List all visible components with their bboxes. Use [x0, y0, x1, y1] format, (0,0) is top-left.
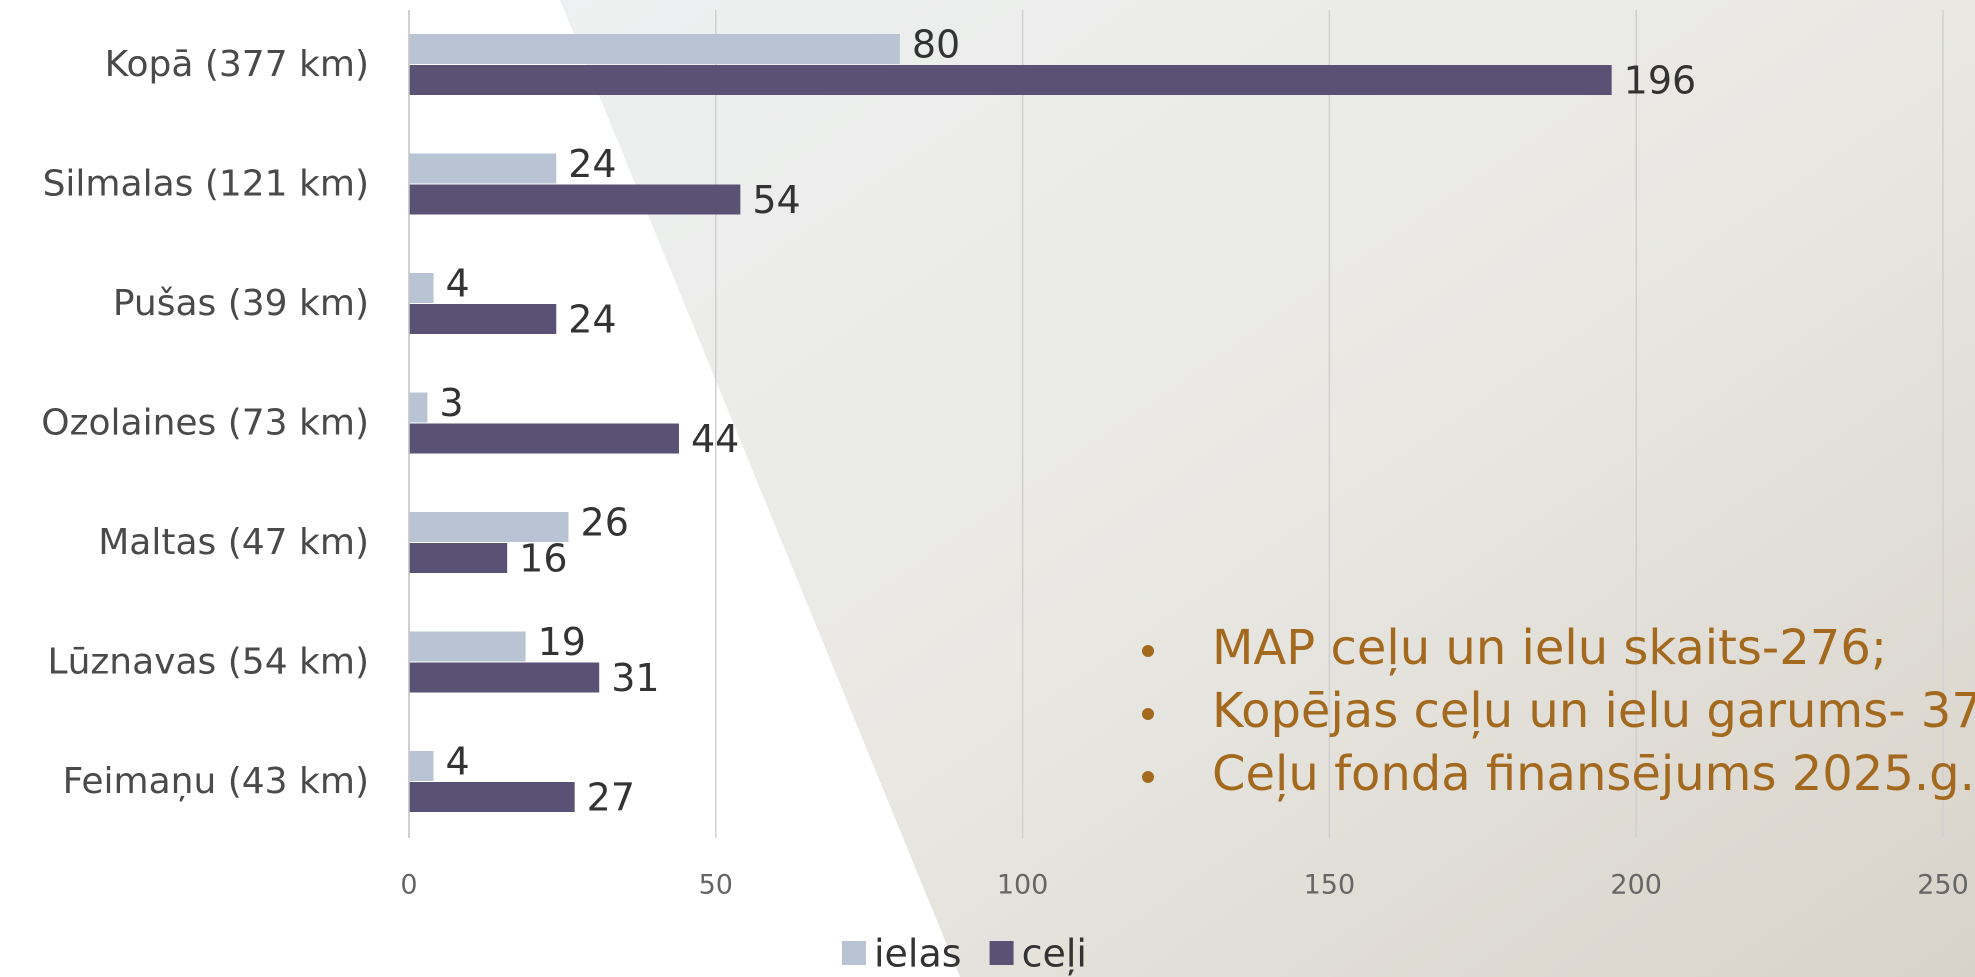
bar [409, 543, 508, 573]
data-label: 80 [912, 23, 960, 67]
note: MAP ceļu un ielu skaits-276; [1212, 620, 1887, 676]
x-tick-label: 50 [699, 870, 733, 901]
data-label: 24 [568, 298, 616, 342]
note: Kopējas ceļu un ielu garums- 377 k [1212, 683, 1975, 739]
data-label: 54 [752, 178, 800, 222]
bullet [1142, 708, 1154, 720]
data-label: 44 [691, 417, 739, 461]
notes: MAP ceļu un ielu skaits-276; Kopējas ceļ… [1142, 620, 1975, 802]
legend-swatch [989, 941, 1014, 965]
bar [409, 512, 569, 542]
legend-swatch [842, 941, 866, 965]
legend-label: ceļi [1022, 932, 1087, 976]
category-label: Feimaņu (43 km) [63, 761, 369, 802]
x-tick-label: 150 [1304, 870, 1356, 901]
category-label: Ozolaines (73 km) [41, 403, 369, 444]
data-label: 196 [1624, 59, 1697, 103]
category-label: Lūznavas (54 km) [48, 642, 369, 683]
data-label: 24 [568, 142, 616, 186]
bar [409, 34, 900, 64]
x-tick-label: 100 [997, 870, 1049, 901]
bar [409, 65, 1612, 95]
bar [409, 392, 428, 423]
bullet [1142, 771, 1154, 783]
data-label: 31 [611, 656, 659, 700]
note: Ceļu fonda finansējums 2025.g.- 6 [1212, 746, 1975, 802]
data-label: 26 [581, 501, 629, 545]
category-label: Silmalas (121 km) [43, 164, 369, 205]
data-label: 27 [587, 776, 635, 820]
bullet [1142, 645, 1154, 657]
bar [409, 631, 526, 662]
data-label: 4 [446, 262, 470, 306]
bar [409, 304, 557, 334]
data-label: 16 [519, 537, 567, 581]
category-label: Maltas (47 km) [98, 522, 369, 563]
category-label: Pušas (39 km) [113, 283, 369, 324]
x-tick-label: 0 [400, 870, 417, 901]
bar [409, 423, 679, 454]
data-label: 19 [538, 620, 586, 664]
legend-label: ielas [874, 932, 962, 976]
x-tick-label: 200 [1610, 870, 1662, 901]
bar [409, 184, 741, 215]
data-label: 4 [446, 740, 470, 784]
background-photo [560, 0, 1975, 977]
x-tick-label: 250 [1917, 870, 1969, 901]
bar [409, 782, 575, 812]
bar [409, 273, 434, 303]
category-label: Kopā (377 km) [105, 44, 369, 85]
data-label: 3 [439, 381, 463, 425]
bar [409, 751, 434, 781]
bar [409, 662, 600, 693]
bar [409, 153, 557, 184]
